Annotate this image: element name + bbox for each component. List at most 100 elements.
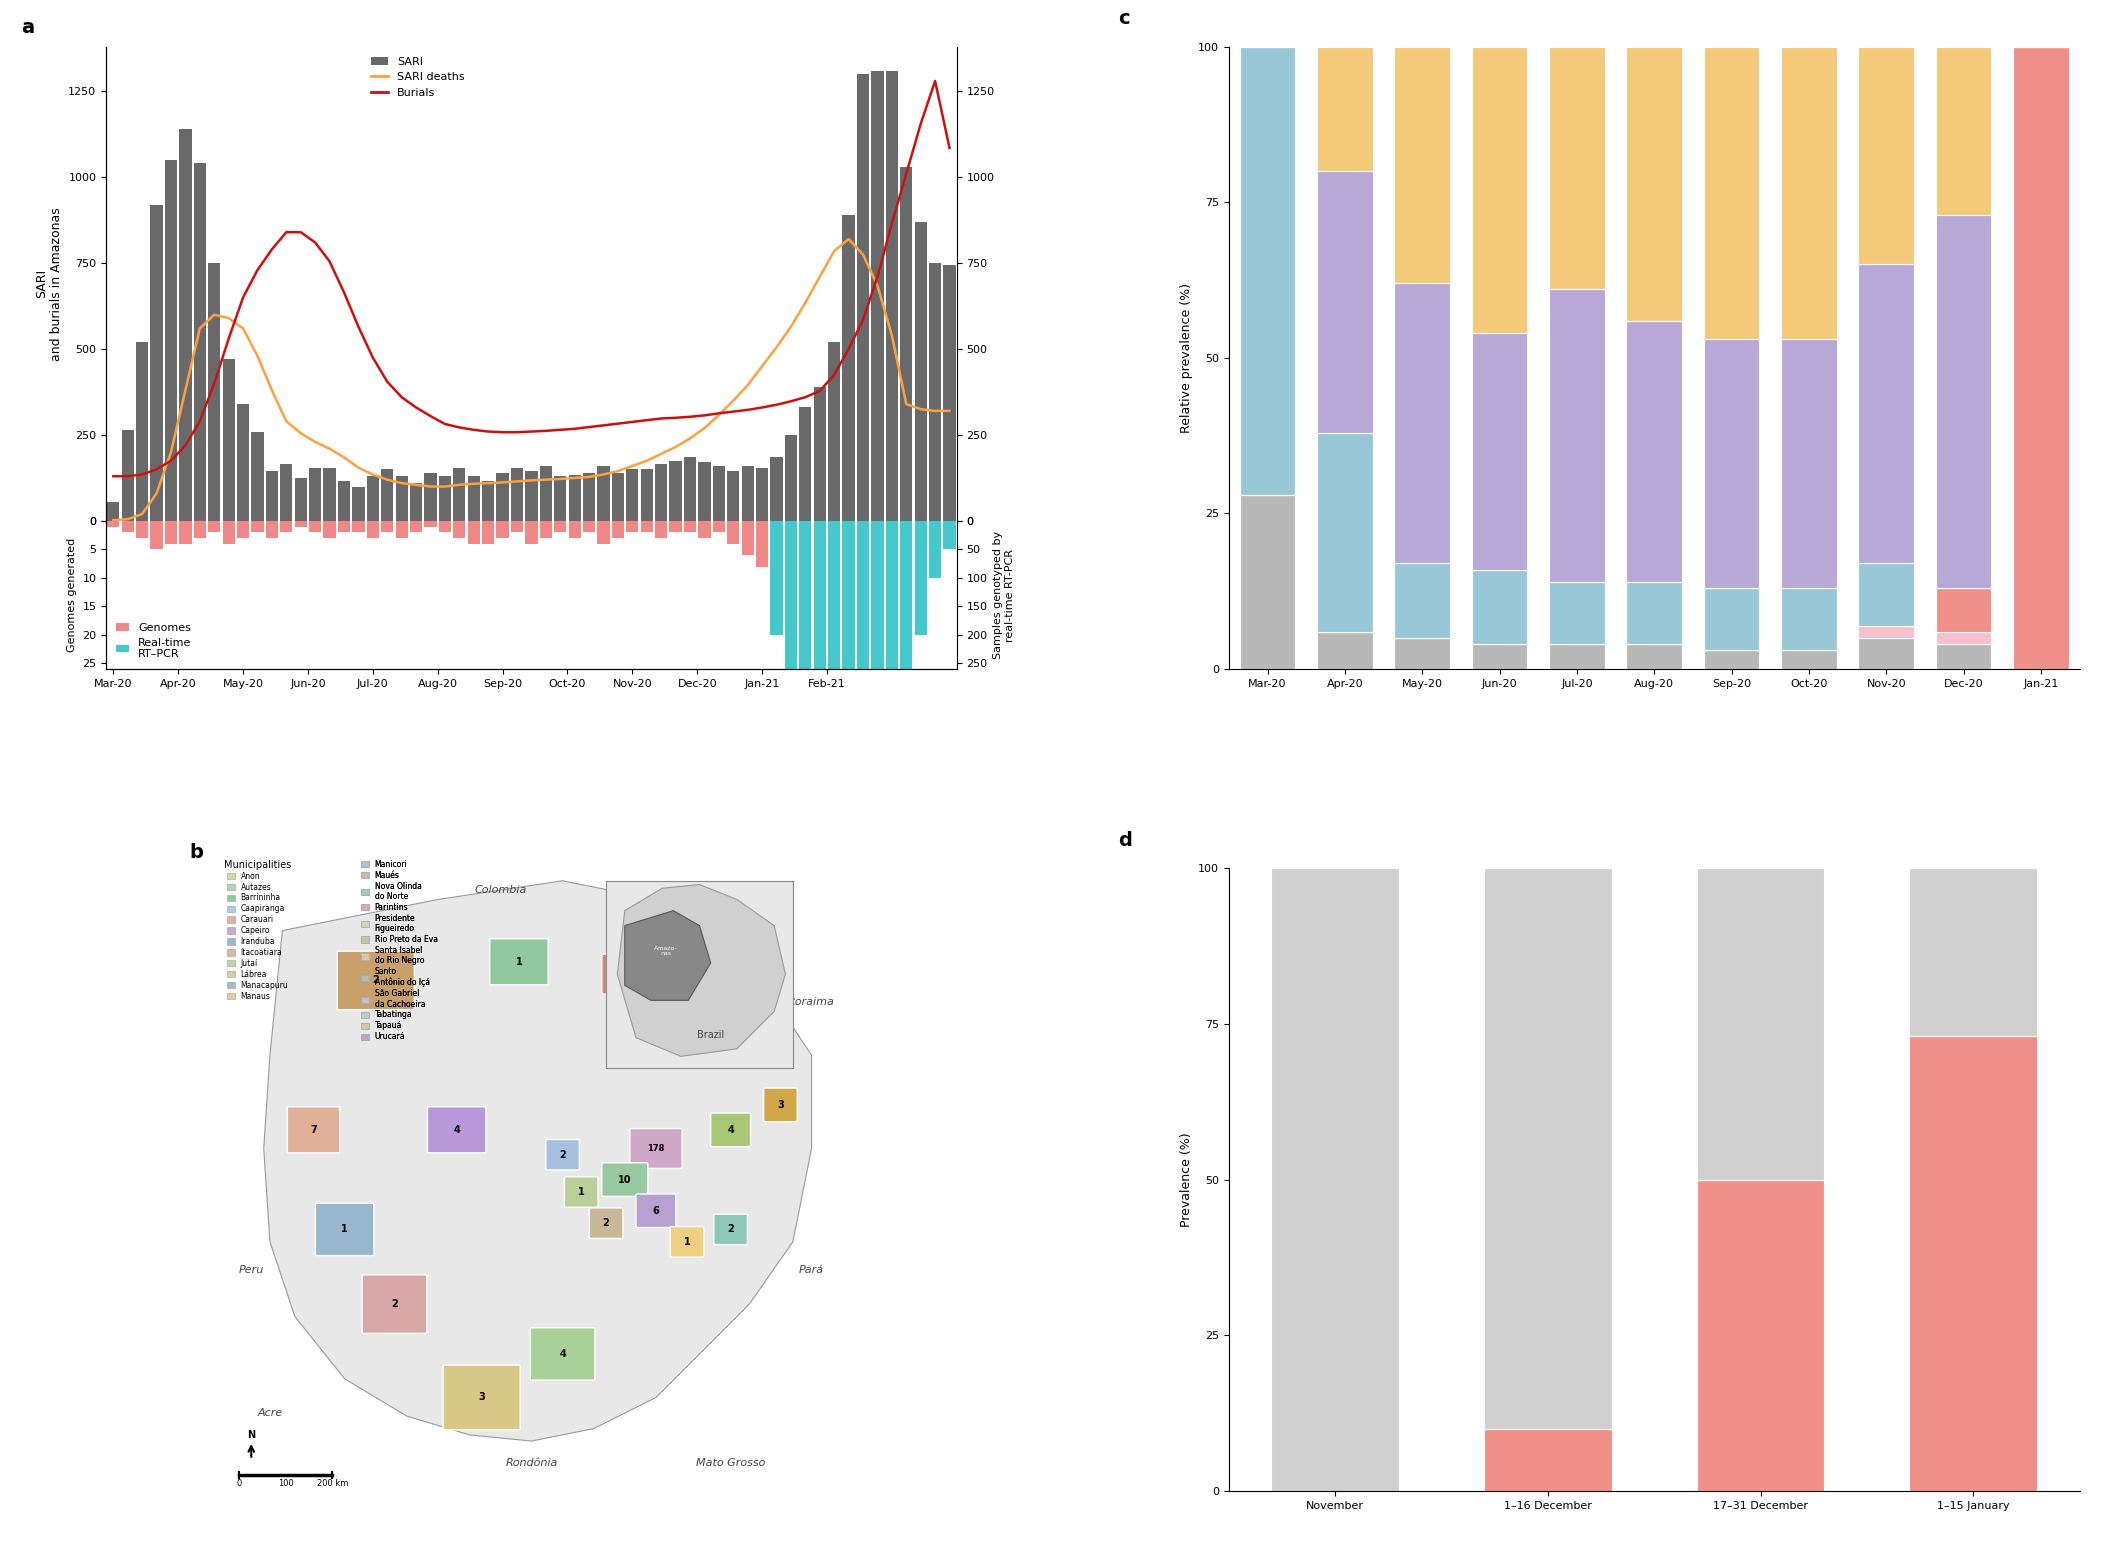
Bar <box>1780 589 1838 651</box>
Y-axis label: Samples genotyped by
real-time RT-PCR: Samples genotyped by real-time RT-PCR <box>993 531 1014 658</box>
Text: d: d <box>1118 831 1133 849</box>
Y-axis label: Prevalence (%): Prevalence (%) <box>1180 1132 1193 1227</box>
Bar <box>1910 868 2037 1036</box>
Bar <box>1483 868 1613 1429</box>
Bar <box>511 520 524 533</box>
Bar <box>598 520 609 544</box>
Bar <box>785 520 798 749</box>
Bar <box>1473 570 1528 644</box>
FancyBboxPatch shape <box>764 1089 798 1121</box>
Bar <box>872 520 883 567</box>
Bar <box>885 520 898 550</box>
Bar <box>1394 638 1449 669</box>
Text: 3: 3 <box>477 1393 486 1402</box>
Bar <box>482 520 494 544</box>
Text: 178: 178 <box>647 1145 664 1152</box>
Bar <box>424 520 437 526</box>
Bar <box>1704 589 1759 651</box>
Bar <box>1239 47 1294 495</box>
Bar <box>1780 651 1838 669</box>
Bar <box>828 520 840 1092</box>
Bar <box>410 483 422 520</box>
Bar <box>944 266 955 520</box>
Text: Peru: Peru <box>238 1266 263 1275</box>
Text: Colombia: Colombia <box>473 885 526 895</box>
Text: 5: 5 <box>702 988 709 999</box>
Bar <box>1625 320 1683 582</box>
Bar <box>1704 47 1759 339</box>
Bar <box>842 214 855 520</box>
Bar <box>626 469 639 520</box>
FancyBboxPatch shape <box>286 1107 340 1152</box>
FancyBboxPatch shape <box>564 1177 598 1207</box>
Bar <box>178 129 191 520</box>
Bar <box>1549 582 1604 644</box>
Bar <box>611 472 624 520</box>
FancyBboxPatch shape <box>363 1275 427 1334</box>
Bar <box>1473 47 1528 332</box>
Bar <box>238 520 248 537</box>
Text: Mato Grosso: Mato Grosso <box>696 1458 766 1468</box>
Bar <box>872 70 883 520</box>
Bar <box>1859 626 1914 638</box>
Bar <box>1910 1036 2037 1491</box>
Bar <box>1473 332 1528 570</box>
Bar <box>166 160 176 520</box>
Bar <box>842 520 855 1205</box>
Bar <box>1780 339 1838 589</box>
Bar <box>885 70 898 520</box>
Bar <box>352 520 365 533</box>
Bar <box>1935 632 1990 644</box>
Bar <box>713 466 726 520</box>
Text: 4: 4 <box>454 1124 460 1135</box>
Text: 0: 0 <box>236 1478 242 1488</box>
Bar <box>785 435 798 520</box>
Bar <box>929 520 942 533</box>
Bar <box>151 520 163 550</box>
Bar <box>770 457 783 520</box>
Bar <box>813 520 825 977</box>
Bar <box>1318 47 1373 171</box>
Text: 4: 4 <box>728 1124 734 1135</box>
Bar <box>310 520 320 533</box>
Bar <box>800 520 811 863</box>
Bar <box>1859 47 1914 264</box>
Text: 1: 1 <box>622 969 628 980</box>
FancyBboxPatch shape <box>316 1204 373 1255</box>
Bar <box>698 520 711 537</box>
Bar <box>698 463 711 520</box>
Bar <box>1549 47 1604 289</box>
Bar <box>454 520 465 537</box>
Text: 2: 2 <box>603 1218 609 1228</box>
Bar <box>668 520 681 533</box>
Bar <box>1318 171 1373 433</box>
FancyBboxPatch shape <box>637 1194 675 1227</box>
Bar <box>611 520 624 537</box>
Bar <box>900 520 912 537</box>
Legend: Manicori, Maués, Nova Olinda
do Norte, Parintins, Presidente
Figueiredo, Rio Pre: Manicori, Maués, Nova Olinda do Norte, P… <box>361 860 437 1042</box>
Text: 1: 1 <box>516 957 522 966</box>
Bar <box>382 520 393 533</box>
Bar <box>857 520 870 589</box>
Bar <box>208 262 221 520</box>
Bar <box>1473 644 1528 669</box>
Bar <box>352 486 365 520</box>
Bar <box>1549 644 1604 669</box>
Bar <box>482 481 494 520</box>
Bar <box>526 520 537 544</box>
Bar <box>295 478 308 520</box>
Text: 7: 7 <box>310 1124 316 1135</box>
Bar <box>151 205 163 520</box>
Bar <box>1935 47 1990 214</box>
Bar <box>280 520 293 533</box>
Legend: Genomes, Real-time
RT–PCR: Genomes, Real-time RT–PCR <box>112 618 195 663</box>
Y-axis label: Genomes generated: Genomes generated <box>66 537 76 652</box>
Bar <box>885 520 898 863</box>
Bar <box>857 75 870 520</box>
Bar <box>323 467 335 520</box>
Bar <box>900 520 912 749</box>
Bar <box>136 520 149 537</box>
Bar <box>554 477 567 520</box>
Bar <box>1859 264 1914 564</box>
Bar <box>250 432 263 520</box>
